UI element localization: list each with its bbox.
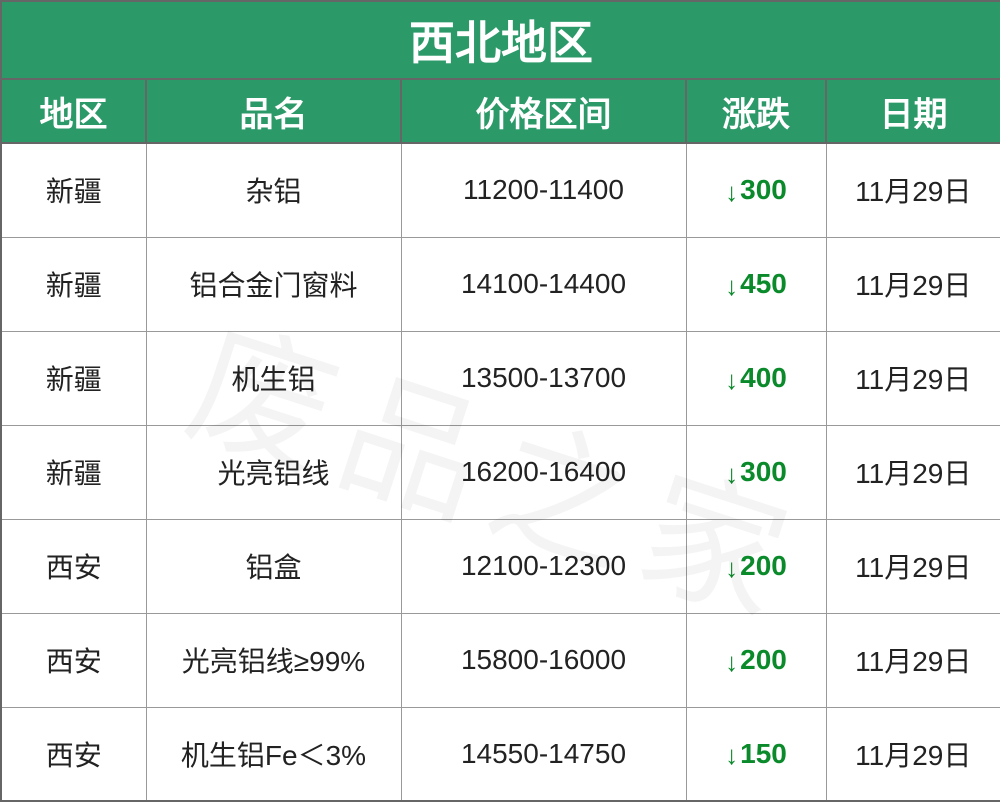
change-value: 150 (740, 738, 787, 769)
header-product: 品名 (146, 79, 401, 143)
table-row: 新疆杂铝11200-11400↓30011月29日 (1, 143, 1000, 237)
cell-product: 铝合金门窗料 (146, 237, 401, 331)
cell-product: 杂铝 (146, 143, 401, 237)
header-change: 涨跌 (686, 79, 826, 143)
cell-region: 西安 (1, 707, 146, 801)
header-date: 日期 (826, 79, 1000, 143)
cell-product: 铝盒 (146, 519, 401, 613)
header-price: 价格区间 (401, 79, 686, 143)
cell-date: 11月29日 (826, 519, 1000, 613)
cell-date: 11月29日 (826, 143, 1000, 237)
cell-region: 新疆 (1, 237, 146, 331)
arrow-down-icon: ↓ (725, 461, 738, 487)
cell-date: 11月29日 (826, 707, 1000, 801)
cell-region: 新疆 (1, 143, 146, 237)
table-row: 西安铝盒12100-12300↓20011月29日 (1, 519, 1000, 613)
table-title: 西北地区 (1, 1, 1000, 79)
cell-price: 11200-11400 (401, 143, 686, 237)
cell-product: 光亮铝线 (146, 425, 401, 519)
change-value: 300 (740, 456, 787, 487)
arrow-down-icon: ↓ (725, 555, 738, 581)
change-value: 450 (740, 268, 787, 299)
table-row: 新疆铝合金门窗料14100-14400↓45011月29日 (1, 237, 1000, 331)
cell-date: 11月29日 (826, 613, 1000, 707)
cell-change: ↓200 (686, 613, 826, 707)
change-value: 400 (740, 362, 787, 393)
arrow-down-icon: ↓ (725, 649, 738, 675)
price-table-container: 废品之家 西北地区 地区 品名 价格区间 涨跌 日期 新疆杂铝11200-114… (0, 0, 1000, 802)
header-row: 地区 品名 价格区间 涨跌 日期 (1, 79, 1000, 143)
arrow-down-icon: ↓ (725, 179, 738, 205)
cell-change: ↓400 (686, 331, 826, 425)
cell-price: 12100-12300 (401, 519, 686, 613)
cell-price: 14100-14400 (401, 237, 686, 331)
cell-price: 15800-16000 (401, 613, 686, 707)
cell-price: 13500-13700 (401, 331, 686, 425)
cell-date: 11月29日 (826, 331, 1000, 425)
table-row: 西安光亮铝线≥99%15800-16000↓20011月29日 (1, 613, 1000, 707)
cell-product: 光亮铝线≥99% (146, 613, 401, 707)
cell-region: 西安 (1, 519, 146, 613)
cell-change: ↓450 (686, 237, 826, 331)
price-table: 西北地区 地区 品名 价格区间 涨跌 日期 新疆杂铝11200-11400↓30… (0, 0, 1000, 802)
cell-date: 11月29日 (826, 237, 1000, 331)
table-row: 西安机生铝Fe＜3%14550-14750↓15011月29日 (1, 707, 1000, 801)
arrow-down-icon: ↓ (725, 273, 738, 299)
change-value: 200 (740, 644, 787, 675)
cell-date: 11月29日 (826, 425, 1000, 519)
change-value: 300 (740, 174, 787, 205)
cell-region: 新疆 (1, 331, 146, 425)
cell-change: ↓300 (686, 143, 826, 237)
arrow-down-icon: ↓ (725, 742, 738, 768)
cell-price: 14550-14750 (401, 707, 686, 801)
title-row: 西北地区 (1, 1, 1000, 79)
cell-product: 机生铝 (146, 331, 401, 425)
header-region: 地区 (1, 79, 146, 143)
cell-region: 西安 (1, 613, 146, 707)
table-row: 新疆机生铝13500-13700↓40011月29日 (1, 331, 1000, 425)
cell-product: 机生铝Fe＜3% (146, 707, 401, 801)
cell-price: 16200-16400 (401, 425, 686, 519)
cell-region: 新疆 (1, 425, 146, 519)
cell-change: ↓150 (686, 707, 826, 801)
arrow-down-icon: ↓ (725, 367, 738, 393)
table-row: 新疆光亮铝线16200-16400↓30011月29日 (1, 425, 1000, 519)
cell-change: ↓200 (686, 519, 826, 613)
cell-change: ↓300 (686, 425, 826, 519)
change-value: 200 (740, 550, 787, 581)
